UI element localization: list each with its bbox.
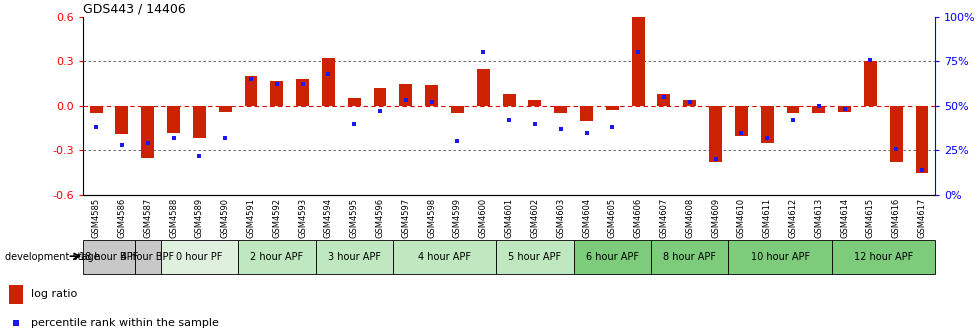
Bar bbox=[812, 106, 824, 113]
Bar bbox=[502, 94, 515, 106]
Bar bbox=[141, 106, 154, 158]
Bar bbox=[160, 240, 238, 274]
Text: 3 hour APF: 3 hour APF bbox=[328, 252, 380, 262]
Text: percentile rank within the sample: percentile rank within the sample bbox=[31, 318, 219, 328]
Bar bbox=[837, 106, 850, 112]
Bar bbox=[631, 17, 644, 106]
Bar bbox=[785, 106, 799, 113]
Bar bbox=[708, 106, 721, 162]
Bar bbox=[9, 285, 23, 304]
Text: 6 hour APF: 6 hour APF bbox=[585, 252, 639, 262]
Text: development stage: development stage bbox=[5, 252, 100, 262]
Text: 2 hour APF: 2 hour APF bbox=[250, 252, 303, 262]
Bar bbox=[392, 240, 496, 274]
Text: GDS443 / 14406: GDS443 / 14406 bbox=[83, 3, 186, 16]
Text: 4 hour APF: 4 hour APF bbox=[418, 252, 470, 262]
Bar bbox=[496, 240, 573, 274]
Bar bbox=[374, 88, 386, 106]
Text: 5 hour APF: 5 hour APF bbox=[508, 252, 560, 262]
Text: 0 hour PF: 0 hour PF bbox=[176, 252, 222, 262]
Bar bbox=[295, 79, 309, 106]
Bar bbox=[579, 106, 593, 121]
Bar bbox=[451, 106, 464, 113]
Bar bbox=[244, 76, 257, 106]
Bar bbox=[683, 100, 695, 106]
Bar bbox=[476, 69, 489, 106]
Bar bbox=[528, 100, 541, 106]
Bar bbox=[889, 106, 902, 162]
Bar bbox=[831, 240, 934, 274]
Bar bbox=[193, 106, 205, 138]
Bar bbox=[650, 240, 728, 274]
Text: 8 hour APF: 8 hour APF bbox=[662, 252, 716, 262]
Bar bbox=[399, 84, 412, 106]
Bar bbox=[115, 106, 128, 134]
Bar bbox=[315, 240, 392, 274]
Bar bbox=[83, 240, 135, 274]
Text: log ratio: log ratio bbox=[31, 289, 77, 299]
Bar bbox=[573, 240, 650, 274]
Text: 18 hour BPF: 18 hour BPF bbox=[79, 252, 139, 262]
Bar bbox=[135, 240, 160, 274]
Text: 12 hour APF: 12 hour APF bbox=[853, 252, 912, 262]
Bar bbox=[218, 106, 232, 112]
Bar bbox=[554, 106, 566, 113]
Bar bbox=[424, 85, 437, 106]
Bar bbox=[238, 240, 315, 274]
Bar bbox=[270, 81, 283, 106]
Bar bbox=[322, 58, 334, 106]
Bar bbox=[657, 94, 670, 106]
Bar bbox=[863, 61, 876, 106]
Bar bbox=[167, 106, 180, 132]
Bar bbox=[914, 106, 927, 173]
Text: 4 hour BPF: 4 hour BPF bbox=[121, 252, 174, 262]
Bar bbox=[728, 240, 831, 274]
Bar bbox=[605, 106, 618, 110]
Bar bbox=[760, 106, 773, 143]
Text: 10 hour APF: 10 hour APF bbox=[750, 252, 809, 262]
Bar bbox=[347, 98, 360, 106]
Bar bbox=[90, 106, 103, 113]
Bar bbox=[734, 106, 747, 135]
